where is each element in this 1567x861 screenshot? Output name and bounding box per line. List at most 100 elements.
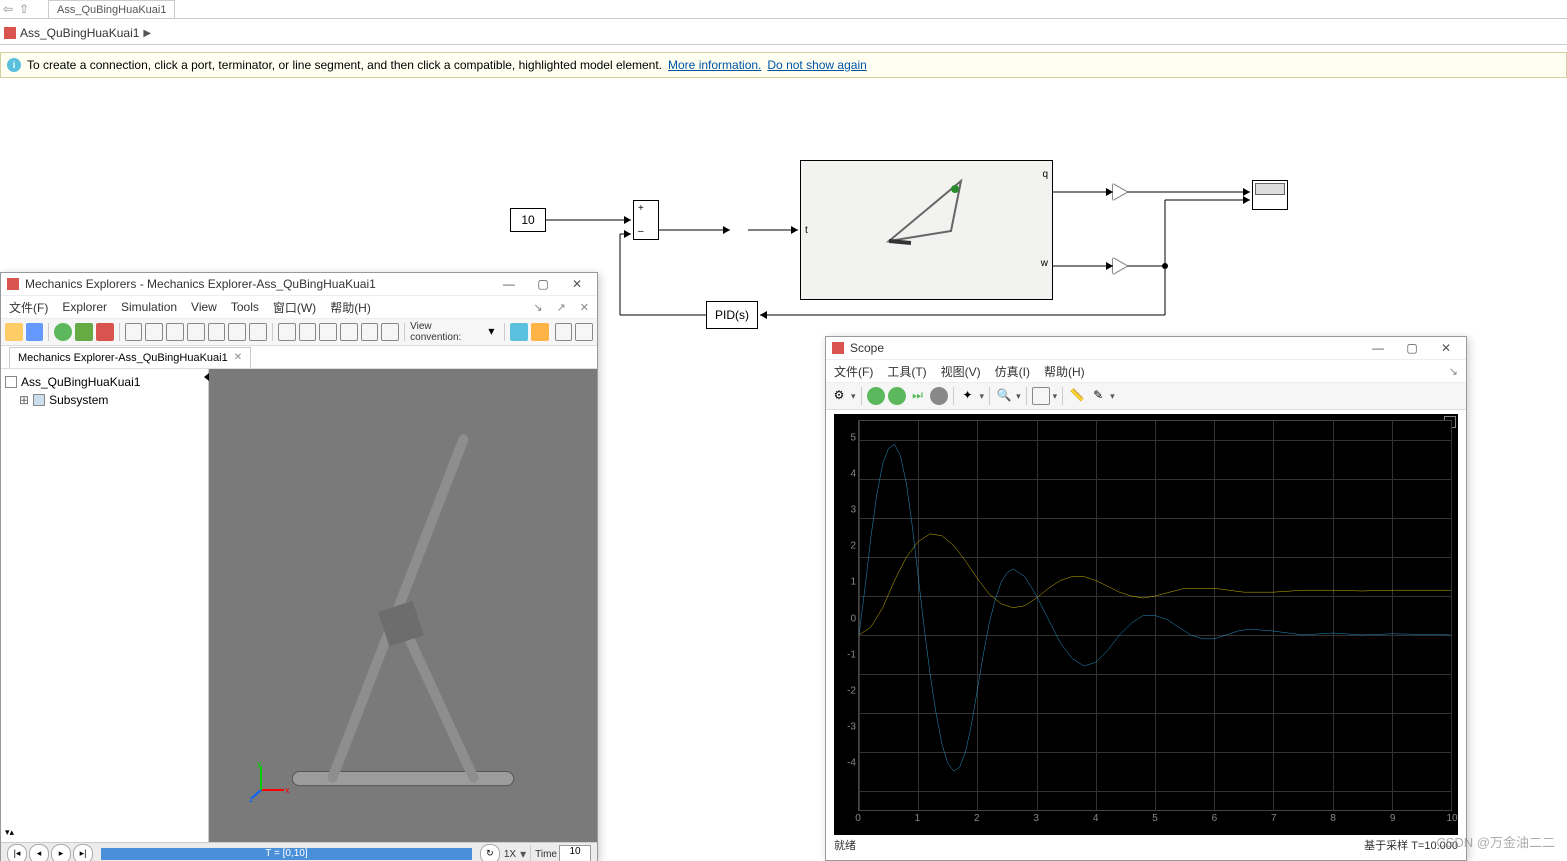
mech-tree-panel[interactable]: Ass_QuBingHuaKuai1 ⊞ Subsystem ▾▴ bbox=[1, 369, 209, 842]
matlab-icon bbox=[832, 342, 844, 354]
svg-text:x: x bbox=[285, 785, 289, 795]
mech-3d-viewport[interactable]: x y z bbox=[209, 369, 597, 842]
tb-v6-icon[interactable] bbox=[228, 323, 246, 341]
maximize-button[interactable]: ▢ bbox=[1398, 339, 1426, 357]
tb-stop-icon[interactable] bbox=[96, 323, 114, 341]
close-button[interactable]: ✕ bbox=[1432, 339, 1460, 357]
mech-subtab[interactable]: Mechanics Explorer-Ass_QuBingHuaKuai1 ✕ bbox=[9, 347, 251, 368]
close-panel-icon[interactable]: ✕ bbox=[580, 301, 589, 314]
tb-step-icon[interactable] bbox=[75, 323, 93, 341]
axes-triad-icon: x y z bbox=[249, 762, 289, 802]
time-slider[interactable]: T = [0,10] bbox=[101, 848, 472, 860]
step-back-button[interactable]: ◂ bbox=[29, 844, 49, 861]
scope-menu-file[interactable]: 文件(F) bbox=[834, 363, 873, 380]
maximize-button[interactable]: ▢ bbox=[529, 275, 557, 293]
menu-tools[interactable]: Tools bbox=[231, 300, 259, 314]
constant-block[interactable]: 10 bbox=[510, 208, 546, 232]
more-info-link[interactable]: More information. bbox=[668, 58, 761, 72]
undock-icon[interactable]: ↘ bbox=[533, 301, 542, 314]
trigger-icon[interactable]: ✦ bbox=[959, 387, 977, 405]
highlight-icon[interactable]: ✎ bbox=[1089, 387, 1107, 405]
settings-icon[interactable]: ⚙ bbox=[830, 387, 848, 405]
scope-plot[interactable]: -4-3-2-1012345 012345678910 bbox=[834, 414, 1458, 835]
tb-layout3-icon[interactable] bbox=[319, 323, 337, 341]
tb-play-icon[interactable] bbox=[54, 323, 72, 341]
subsystem-tree-icon bbox=[33, 394, 45, 406]
tb-v3-icon[interactable] bbox=[166, 323, 184, 341]
subsystem-block[interactable]: t q w bbox=[800, 160, 1053, 300]
autoscale-icon[interactable] bbox=[1032, 387, 1050, 405]
minimize-button[interactable]: — bbox=[495, 275, 523, 293]
chevron-right-icon[interactable]: ▶ bbox=[143, 28, 151, 39]
tb-layout6-icon[interactable] bbox=[381, 323, 399, 341]
pid-block[interactable]: PID(s) bbox=[706, 301, 758, 329]
tb-opt1-icon[interactable] bbox=[510, 323, 528, 341]
dont-show-link[interactable]: Do not show again bbox=[767, 58, 866, 72]
tb-opt2-icon[interactable] bbox=[531, 323, 549, 341]
svg-text:y: y bbox=[257, 762, 262, 768]
loop-button[interactable]: ↻ bbox=[480, 844, 500, 861]
scope-menu-view[interactable]: 视图(V) bbox=[941, 363, 981, 380]
time-field[interactable]: 10 bbox=[559, 845, 591, 861]
step-button[interactable]: ⏭ bbox=[909, 387, 927, 405]
scope-menu-help[interactable]: 帮助(H) bbox=[1044, 363, 1085, 380]
run-fast-button[interactable] bbox=[888, 387, 906, 405]
scope-titlebar[interactable]: Scope — ▢ ✕ bbox=[826, 337, 1466, 360]
tb-layout1-icon[interactable] bbox=[278, 323, 296, 341]
expand-icon[interactable]: ⊞ bbox=[19, 391, 29, 409]
view-convention-dropdown[interactable]: ▾ bbox=[487, 323, 499, 341]
scope-menu-sim[interactable]: 仿真(I) bbox=[995, 363, 1030, 380]
scope-title: Scope bbox=[850, 341, 1358, 355]
stop-button[interactable] bbox=[930, 387, 948, 405]
mech-subtab-label: Mechanics Explorer-Ass_QuBingHuaKuai1 bbox=[18, 352, 228, 364]
close-button[interactable]: ✕ bbox=[563, 275, 591, 293]
close-tab-icon[interactable]: ✕ bbox=[234, 352, 242, 363]
zoom-icon[interactable]: 🔍 bbox=[995, 387, 1013, 405]
dock-icon[interactable]: ↗ bbox=[557, 301, 566, 314]
scope-menu-tools[interactable]: 工具(T) bbox=[887, 363, 926, 380]
nav-back-icon[interactable]: ⇦ bbox=[0, 0, 16, 18]
tb-open-icon[interactable] bbox=[5, 323, 23, 341]
breadcrumb-root[interactable]: Ass_QuBingHuaKuai1 bbox=[20, 26, 139, 40]
mech-titlebar[interactable]: Mechanics Explorers - Mechanics Explorer… bbox=[1, 273, 597, 296]
nav-fwd-icon[interactable]: ⇧ bbox=[16, 0, 32, 18]
run-button[interactable] bbox=[867, 387, 885, 405]
gain-block-q[interactable] bbox=[1113, 184, 1127, 200]
scope-block[interactable] bbox=[1252, 180, 1288, 210]
menu-file[interactable]: 文件(F) bbox=[9, 299, 48, 316]
sum-block[interactable]: + – bbox=[633, 200, 659, 240]
scope-window[interactable]: Scope — ▢ ✕ 文件(F) 工具(T) 视图(V) 仿真(I) 帮助(H… bbox=[825, 336, 1467, 861]
tb-right1-icon[interactable] bbox=[555, 323, 573, 341]
tree-collapse-handle[interactable]: ▾▴ bbox=[5, 824, 14, 838]
menu-view[interactable]: View bbox=[191, 300, 217, 314]
tb-v7-icon[interactable] bbox=[249, 323, 267, 341]
top-tab[interactable]: Ass_QuBingHuaKuai1 bbox=[48, 0, 175, 19]
tb-v1-icon[interactable] bbox=[125, 323, 143, 341]
menu-help[interactable]: 帮助(H) bbox=[330, 299, 371, 316]
menu-explorer[interactable]: Explorer bbox=[62, 300, 107, 314]
undock-icon[interactable]: ↘ bbox=[1449, 365, 1458, 378]
tb-v4-icon[interactable] bbox=[187, 323, 205, 341]
play-button[interactable]: ▸ bbox=[51, 844, 71, 861]
speed-label[interactable]: 1X bbox=[504, 849, 516, 860]
tb-v2-icon[interactable] bbox=[145, 323, 163, 341]
tree-child[interactable]: ⊞ Subsystem bbox=[5, 391, 204, 409]
gain-block-w[interactable] bbox=[1113, 258, 1127, 274]
tb-right2-icon[interactable] bbox=[575, 323, 593, 341]
tb-v5-icon[interactable] bbox=[208, 323, 226, 341]
menu-simulation[interactable]: Simulation bbox=[121, 300, 177, 314]
step-fwd-button[interactable]: ▸| bbox=[73, 844, 93, 861]
subsystem-preview-icon bbox=[801, 161, 1054, 301]
tb-save-icon[interactable] bbox=[26, 323, 44, 341]
menu-window[interactable]: 窗口(W) bbox=[273, 299, 316, 316]
tb-layout4-icon[interactable] bbox=[340, 323, 358, 341]
minimize-button[interactable]: — bbox=[1364, 339, 1392, 357]
mechanics-explorer-window[interactable]: Mechanics Explorers - Mechanics Explorer… bbox=[0, 272, 598, 861]
mech-playbar: |◂ ◂ ▸ ▸| T = [0,10] ↻ 1X ▾ Time 10 bbox=[1, 842, 597, 861]
tree-root[interactable]: Ass_QuBingHuaKuai1 bbox=[5, 373, 204, 391]
goto-start-button[interactable]: |◂ bbox=[7, 844, 27, 861]
sum-plus-label: + bbox=[638, 203, 644, 214]
tb-layout2-icon[interactable] bbox=[299, 323, 317, 341]
measure-icon[interactable]: 📏 bbox=[1068, 387, 1086, 405]
tb-layout5-icon[interactable] bbox=[361, 323, 379, 341]
